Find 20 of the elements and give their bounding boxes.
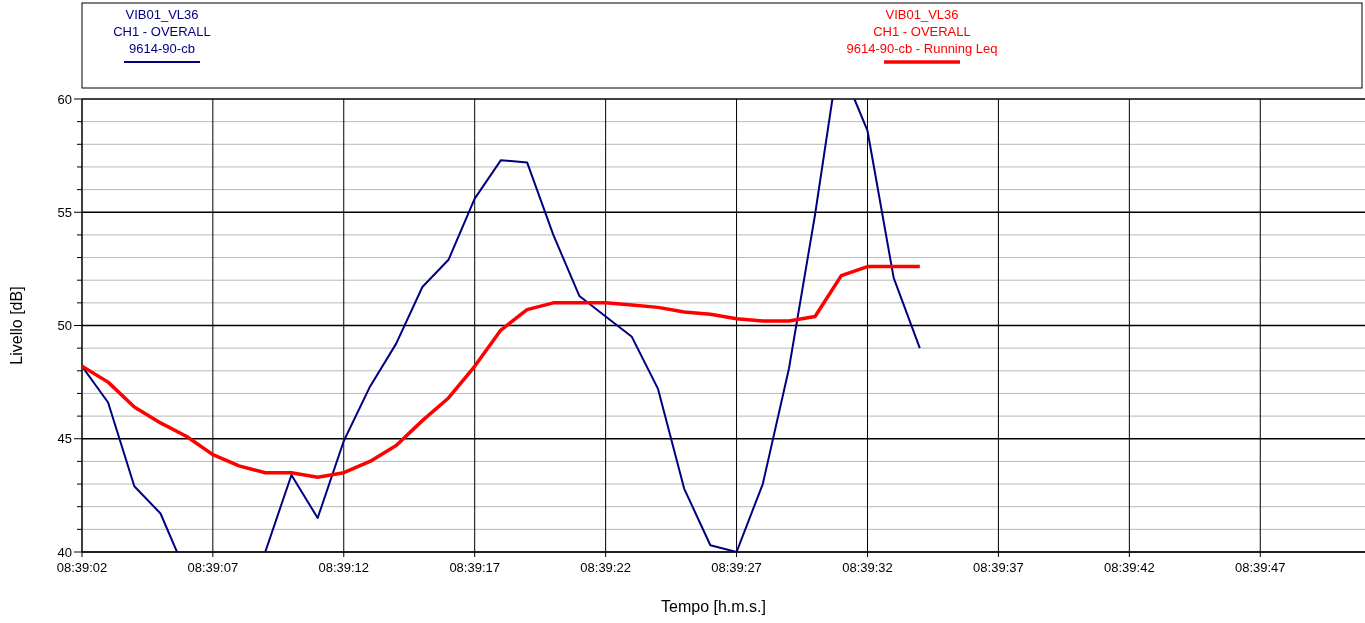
- x-tick-label: 08:39:02: [56, 560, 108, 575]
- x-tick-label: 08:39:37: [973, 560, 1024, 575]
- y-tick-label: 55: [57, 204, 72, 220]
- x-tick-label: 08:39:47: [1234, 560, 1286, 575]
- y-tick-label: 50: [57, 318, 72, 334]
- x-tick-label: 08:39:32: [842, 560, 893, 575]
- y-tick-label: 45: [57, 431, 72, 447]
- x-tick-label: 08:39:12: [318, 560, 370, 575]
- line-series: [82, 264, 922, 480]
- x-tick-label: 08:39:17: [449, 560, 500, 575]
- x-tick-label: 08:39:42: [1104, 560, 1155, 575]
- text: VIB01_VL36 CH1 - OVERALL 9614-90-cb: [113, 7, 211, 56]
- y-axis-title: Livello [dB]: [8, 286, 25, 365]
- x-axis-title: Tempo [h.m.s.]: [661, 598, 766, 615]
- y-tick-label: 40: [57, 544, 72, 560]
- x-tick-label: 08:39:27: [711, 560, 762, 575]
- text: VIB01_VL36 CH1 - OVERALL 9614-90-cb - Running Leq: [846, 7, 998, 56]
- x-tick-label: 08:39:22: [580, 560, 631, 575]
- x-tick-label: 08:39:07: [187, 560, 239, 575]
- y-tick-label: 60: [57, 91, 72, 107]
